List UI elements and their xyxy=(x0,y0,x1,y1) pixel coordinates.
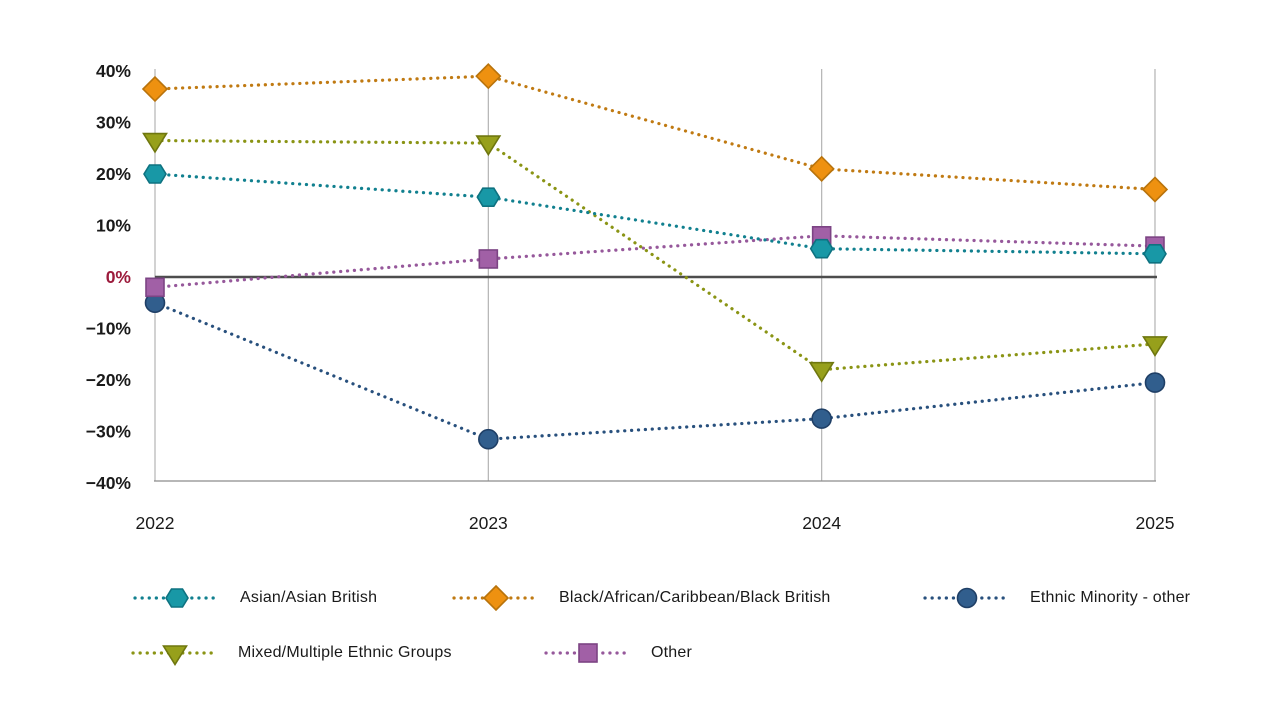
line-chart-plot: 40% 30% 20% 10% 0% −10% −20% −30% −40%2022 2023 20… xyxy=(86,61,1175,533)
y-tick-label: 0% xyxy=(106,267,132,287)
data-point-marker xyxy=(811,408,832,429)
y-tick-label: −10% xyxy=(86,319,132,339)
y-tick-label: 40% xyxy=(96,61,131,81)
legend-item-mixed-multiple-ethnic-groups: Mixed/Multiple Ethnic Groups xyxy=(131,640,452,666)
legend-marker-icon xyxy=(165,588,189,608)
data-point-marker xyxy=(808,361,835,383)
data-point-marker xyxy=(809,238,834,259)
y-tick-label: 10% xyxy=(96,216,131,236)
y-tick-label: 20% xyxy=(96,164,131,184)
x-tick-label: 2024 xyxy=(802,513,841,533)
legend-label: Ethnic Minority - other xyxy=(1030,589,1191,606)
legend-item-other: Other xyxy=(544,640,692,666)
legend-label: Black/African/Caribbean/Black British xyxy=(559,589,831,606)
data-point-marker xyxy=(476,187,501,207)
legend-marker-icon xyxy=(956,587,978,609)
data-point-marker xyxy=(143,164,167,184)
data-point-marker xyxy=(1144,372,1166,393)
y-tick-label: 30% xyxy=(96,113,131,133)
x-tick-label: 2022 xyxy=(136,513,175,533)
legend-label: Mixed/Multiple Ethnic Groups xyxy=(238,644,452,661)
legend-label: Other xyxy=(651,644,693,661)
y-tick-label: −40% xyxy=(86,473,132,493)
legend-key-triangle-icon xyxy=(131,645,219,666)
data-point-marker xyxy=(475,135,502,157)
series-line-2 xyxy=(153,301,1157,441)
y-tick-label: −30% xyxy=(86,422,132,442)
legend-label: Asian/Asian British xyxy=(240,589,378,606)
series-line-3 xyxy=(153,138,1157,372)
series-line-1 xyxy=(153,74,1157,192)
legend-marker-icon xyxy=(578,643,598,663)
data-point-marker xyxy=(145,277,165,298)
legend-item-ethnic-minority-other: Ethnic Minority - other xyxy=(923,585,1190,611)
legend-item-black-african-caribbean-black-british: Black/African/Caribbean/Black British xyxy=(452,585,831,611)
data-point-marker xyxy=(1143,244,1167,264)
legend-key-hexagon-icon xyxy=(133,588,221,608)
data-point-marker xyxy=(808,155,835,182)
legend-marker-icon xyxy=(482,585,510,611)
x-tick-label: 2023 xyxy=(469,513,508,533)
data-point-marker xyxy=(478,428,499,450)
legend-key-diamond-icon xyxy=(452,585,540,611)
data-point-marker xyxy=(475,63,502,90)
data-point-marker xyxy=(1141,176,1169,203)
legend-key-circle-icon xyxy=(923,587,1011,609)
y-tick-label: −20% xyxy=(86,370,132,390)
series-line-0 xyxy=(153,172,1157,256)
data-point-marker xyxy=(141,75,169,103)
x-tick-label: 2025 xyxy=(1136,513,1175,533)
legend-item-asian-asian-british: Asian/Asian British xyxy=(133,585,377,611)
legend-key-square-icon xyxy=(544,643,632,663)
data-point-marker xyxy=(142,132,168,154)
data-point-marker xyxy=(1142,336,1168,357)
legend-marker-icon xyxy=(162,645,188,666)
data-point-marker xyxy=(478,249,499,269)
series-line-4 xyxy=(153,234,1157,289)
